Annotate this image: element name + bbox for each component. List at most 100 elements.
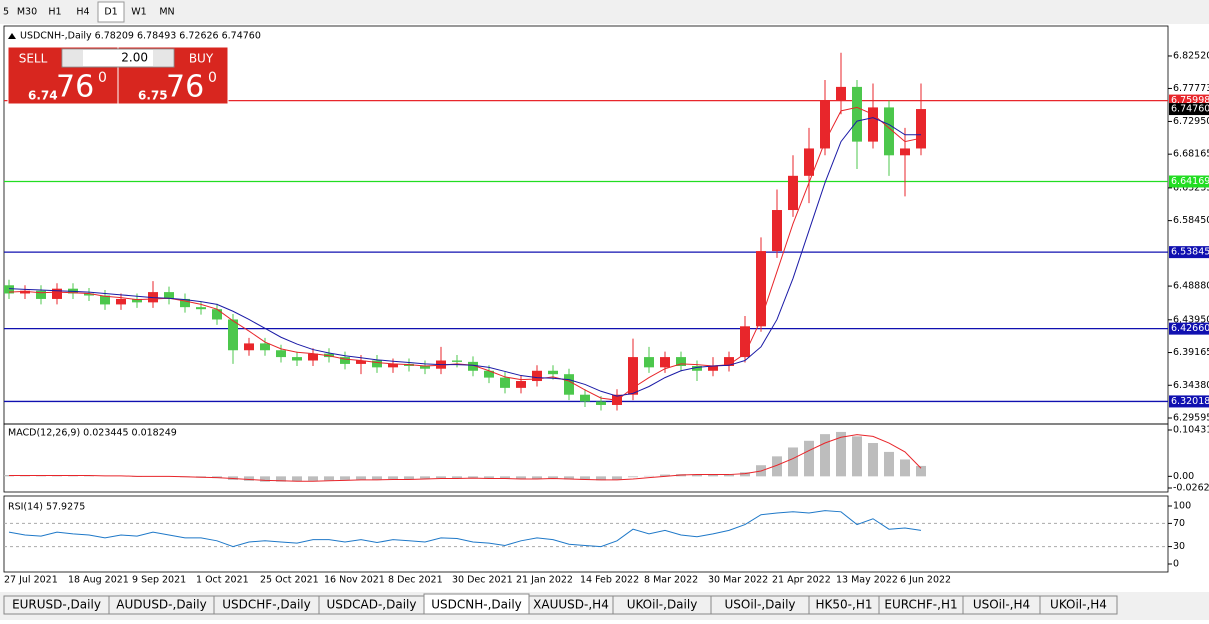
tab-label: EURCHF-,H1: [884, 598, 957, 612]
date-label: 21 Jan 2022: [516, 575, 573, 586]
candle-body: [756, 251, 766, 326]
macd-bar: [852, 436, 862, 476]
moving-average: [9, 107, 921, 400]
date-label: 13 May 2022: [836, 575, 898, 586]
level-price: 6.32018: [1171, 396, 1209, 407]
ask-prefix: 6.75: [138, 89, 168, 103]
y-tick-label: 6.72950: [1173, 116, 1209, 127]
candle-body: [308, 354, 318, 361]
y-tick-label: 0: [1173, 559, 1179, 570]
tab-label: USOil-,H4: [973, 598, 1030, 612]
candle-body: [228, 319, 238, 350]
candle-body: [212, 309, 222, 319]
y-tick-label: -0.026249: [1173, 483, 1209, 494]
macd-bar: [612, 476, 622, 479]
candle-body: [804, 148, 814, 175]
candle-body: [244, 343, 254, 350]
candle-body: [564, 374, 574, 395]
macd-bar: [404, 476, 414, 479]
macd-bar: [788, 447, 798, 476]
macd-bar: [916, 466, 926, 476]
buy-label: BUY: [189, 52, 214, 66]
vol-down[interactable]: [63, 50, 83, 66]
tab-label: XAUUSD-,H4: [533, 598, 609, 612]
rsi-frame: [4, 496, 1168, 572]
candle-body: [196, 307, 206, 309]
macd-bar: [532, 476, 542, 478]
candle-body: [900, 148, 910, 155]
y-tick-label: 6.34380: [1173, 380, 1209, 391]
candle-body: [916, 109, 926, 148]
toolbar-bg: [0, 0, 1209, 24]
candle-body: [788, 176, 798, 210]
tab-label: HK50-,H1: [816, 598, 873, 612]
sell-label: SELL: [19, 52, 48, 66]
candle-body: [596, 402, 606, 405]
y-tick-label: 6.39165: [1173, 347, 1209, 358]
y-tick-label: 6.77773: [1173, 83, 1209, 94]
chart-title: USDCNH-,Daily 6.78209 6.78493 6.72626 6.…: [20, 31, 261, 42]
volume: 2.00: [121, 51, 148, 65]
y-tick-label: 30: [1173, 541, 1185, 552]
macd-bar: [324, 476, 334, 480]
date-label: 18 Aug 2021: [68, 575, 129, 586]
candle-body: [260, 343, 270, 350]
macd-signal: [9, 435, 921, 482]
date-label: 21 Apr 2022: [772, 575, 831, 586]
macd-bar: [900, 459, 910, 476]
date-label: 16 Nov 2021: [324, 575, 385, 586]
level-price: 6.64169: [1171, 176, 1209, 187]
timeframe-label: 5: [3, 7, 9, 18]
y-tick-label: 70: [1173, 518, 1185, 529]
macd-bar: [868, 443, 878, 476]
timeframe-label: D1: [104, 7, 117, 18]
candle-body: [36, 291, 46, 299]
candle-body: [500, 378, 510, 388]
panel-title: RSI(14) 57.9275: [8, 502, 85, 513]
date-label: 25 Oct 2021: [260, 575, 319, 586]
timeframe-label: H1: [48, 7, 61, 18]
timeframe-label: W1: [131, 7, 146, 18]
y-tick-label: 0.104313: [1173, 425, 1209, 436]
macd-bar: [340, 476, 350, 480]
date-label: 9 Sep 2021: [132, 575, 186, 586]
level-price: 6.42660: [1171, 323, 1209, 334]
macd-bar: [804, 441, 814, 477]
bid-big: 76: [56, 70, 94, 105]
timeframe-label: M30: [17, 7, 37, 18]
macd-frame: [4, 424, 1168, 492]
date-label: 27 Jul 2021: [4, 575, 58, 586]
tab-label: UKOil-,H4: [1050, 598, 1107, 612]
panel-title: MACD(12,26,9) 0.023445 0.018249: [8, 428, 177, 439]
vol-up[interactable]: [153, 50, 173, 66]
y-tick-label: 100: [1173, 501, 1191, 512]
ask-sup: 0: [208, 70, 217, 86]
y-tick-label: 6.68165: [1173, 149, 1209, 160]
candle-body: [580, 395, 590, 402]
macd-bar: [436, 476, 446, 478]
candle-body: [660, 357, 670, 367]
date-label: 6 Jun 2022: [900, 575, 951, 586]
candle-body: [644, 357, 654, 367]
macd-bar: [420, 476, 430, 478]
macd-bar: [820, 434, 830, 476]
tab-label: USDCNH-,Daily: [431, 598, 522, 612]
level-price: 6.53845: [1171, 247, 1209, 258]
timeframe-label: H4: [76, 7, 89, 18]
tab-label: USOil-,Daily: [724, 598, 795, 612]
candle-body: [852, 87, 862, 142]
tab-label: AUDUSD-,Daily: [116, 598, 206, 612]
y-tick-label: 6.82520: [1173, 50, 1209, 61]
candle-body: [836, 87, 846, 101]
date-label: 30 Mar 2022: [708, 575, 768, 586]
bid-prefix: 6.74: [28, 89, 58, 103]
candle-body: [292, 357, 302, 360]
y-tick-label: 0.00: [1173, 471, 1194, 482]
date-label: 8 Mar 2022: [644, 575, 698, 586]
y-tick-label: 6.29595: [1173, 412, 1209, 423]
date-label: 14 Feb 2022: [580, 575, 639, 586]
macd-bar: [308, 476, 318, 480]
tab-label: UKOil-,Daily: [627, 598, 698, 612]
macd-bar: [628, 476, 638, 477]
